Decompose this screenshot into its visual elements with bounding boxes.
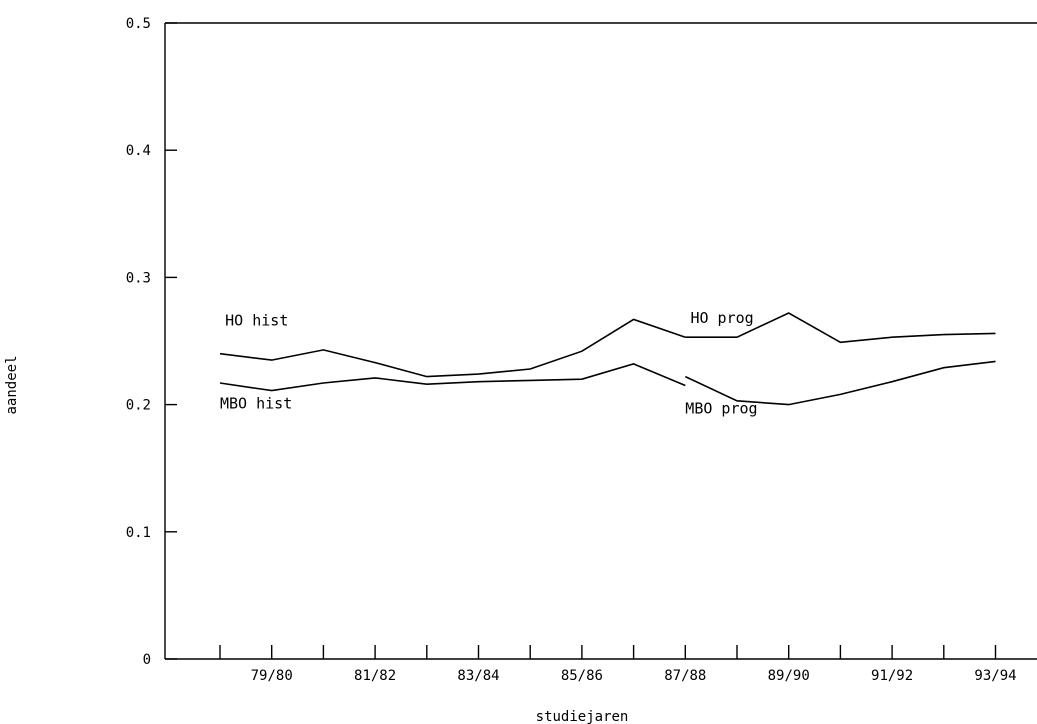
x-tick-label: 91/92 [871, 668, 913, 684]
x-tick-label: 89/90 [768, 668, 810, 684]
x-axis-title: studiejaren [536, 709, 629, 724]
series-line-mbo-hist [219, 363, 686, 392]
x-tick-label: 85/86 [561, 668, 603, 684]
y-tick-label: 0.4 [126, 143, 151, 159]
annotation-mbo-prog: MBO prog [685, 400, 757, 418]
y-tick-label: 0.1 [126, 525, 151, 541]
y-axis-title: aandeel [4, 355, 20, 414]
x-tick-label: 83/84 [457, 668, 499, 684]
annotation-mbo-hist: MBO hist [220, 394, 292, 412]
series-line-ho-prog [685, 312, 996, 344]
annotation-ho-prog: HO prog [690, 309, 753, 327]
x-tick-label: 81/82 [354, 668, 396, 684]
series-line-ho-hist [219, 318, 686, 378]
y-tick-label: 0 [143, 652, 151, 668]
y-tick-label: 0.5 [126, 16, 151, 32]
series-line-mbo-prog [684, 360, 996, 406]
annotation-ho-hist: HO hist [225, 312, 288, 330]
x-tick-label: 93/94 [974, 668, 1016, 684]
x-tick-label: 87/88 [664, 668, 706, 684]
y-tick-label: 0.2 [126, 398, 151, 414]
y-tick-label: 0.3 [126, 270, 151, 286]
x-tick-label: 79/80 [251, 668, 293, 684]
